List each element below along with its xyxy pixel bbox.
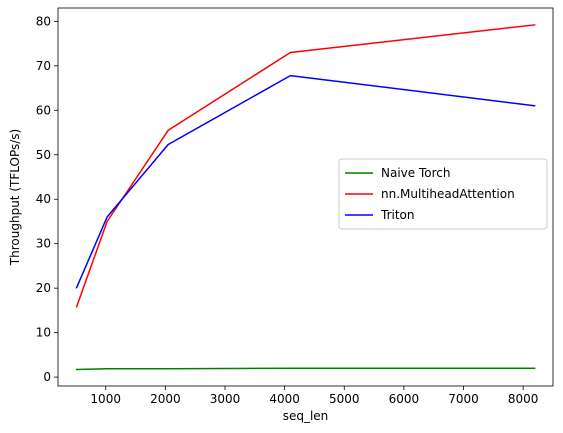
y-tick-label: 50	[36, 148, 51, 162]
x-tick-label: 6000	[389, 392, 420, 406]
x-tick-label: 5000	[329, 392, 360, 406]
legend-label-triton: Triton	[380, 208, 415, 222]
y-tick-label: 70	[36, 59, 51, 73]
x-axis-ticks: 1000 2000 3000 4000 5000 6000 7000 8000	[90, 386, 538, 406]
y-axis-label: Throughput (TFLOPs/s)	[8, 129, 22, 266]
x-tick-label: 2000	[150, 392, 181, 406]
x-tick-label: 7000	[448, 392, 479, 406]
legend: Naive Torch nn.MultiheadAttention Triton	[338, 158, 548, 230]
x-tick-label: 1000	[90, 392, 121, 406]
y-tick-label: 20	[36, 281, 51, 295]
y-tick-label: 10	[36, 326, 51, 340]
y-tick-label: 40	[36, 192, 51, 206]
series-line-triton	[75, 74, 536, 289]
legend-label-nn-multiheadattention: nn.MultiheadAttention	[381, 187, 515, 201]
series-line-naive-torch	[75, 367, 536, 371]
x-axis-label: seq_len	[283, 409, 329, 423]
y-axis-ticks: 0 10 20 30 40 50 60 70 80	[36, 14, 58, 384]
x-tick-label: 3000	[210, 392, 241, 406]
x-tick-label: 4000	[269, 392, 300, 406]
legend-label-naive-torch: Naive Torch	[381, 166, 450, 180]
legend-box	[338, 158, 548, 230]
x-tick-label: 8000	[508, 392, 539, 406]
y-tick-label: 0	[43, 370, 51, 384]
series-layer	[75, 24, 536, 371]
y-tick-label: 30	[36, 237, 51, 251]
series-line-nn-multiheadattention	[75, 24, 536, 308]
y-tick-label: 60	[36, 103, 51, 117]
y-tick-label: 80	[36, 14, 51, 28]
